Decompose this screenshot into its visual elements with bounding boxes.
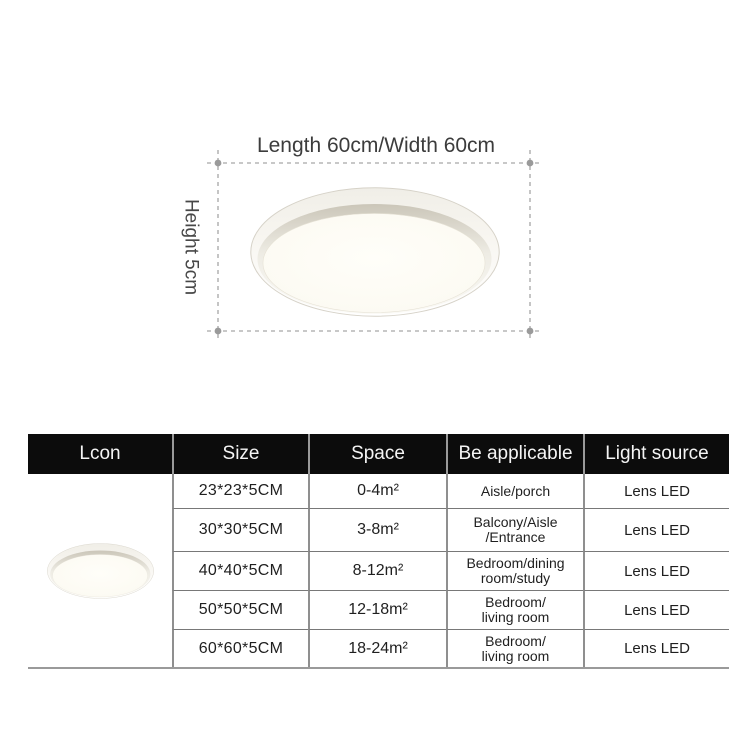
spec-table-header: Lcon Size Space Be applicable Light sour…: [28, 434, 729, 474]
table-cell-light: Lens LED: [583, 509, 729, 552]
table-cell-light: Lens LED: [583, 630, 729, 667]
ceiling-lamp-icon: [47, 543, 154, 599]
spec-table-body: 23*23*5CM 0-4m² Aisle/porch Lens LED 30*…: [28, 474, 729, 669]
header-light-source: Light source: [583, 434, 729, 474]
table-cell-applicable: Aisle/porch: [446, 474, 583, 509]
dimension-diagram: Length 60cm/Width 60cm Height 5cm: [181, 134, 542, 341]
table-cell-space: 0-4m²: [308, 474, 446, 509]
table-cell-space: 12-18m²: [308, 591, 446, 630]
table-cell-size: 30*30*5CM: [172, 509, 308, 552]
table-cell-applicable: Bedroom/ living room: [446, 591, 583, 630]
spec-table: Lcon Size Space Be applicable Light sour…: [28, 434, 729, 669]
table-cell-applicable: Bedroom/ living room: [446, 630, 583, 667]
table-cell-light: Lens LED: [583, 591, 729, 630]
table-cell-size: 40*40*5CM: [172, 552, 308, 591]
ceiling-lamp-image: [250, 187, 500, 317]
table-cell-space: 18-24m²: [308, 630, 446, 667]
table-cell-space: 3-8m²: [308, 509, 446, 552]
table-cell-light: Lens LED: [583, 474, 729, 509]
icon-cell: [28, 474, 172, 667]
table-cell-size: 60*60*5CM: [172, 630, 308, 667]
corner-markers: [214, 159, 534, 335]
table-cell-size: 23*23*5CM: [172, 474, 308, 509]
table-cell-space: 8-12m²: [308, 552, 446, 591]
header-size: Size: [172, 434, 308, 474]
table-cell-applicable: Balcony/Aisle /Entrance: [446, 509, 583, 552]
table-cell-light: Lens LED: [583, 552, 729, 591]
header-icon: Lcon: [79, 443, 121, 464]
header-space: Space: [308, 434, 446, 474]
height-label: Height 5cm: [181, 199, 202, 295]
length-width-label: Length 60cm/Width 60cm: [257, 134, 495, 157]
table-cell-size: 50*50*5CM: [172, 591, 308, 630]
header-applicable: Be applicable: [446, 434, 583, 474]
table-cell-applicable: Bedroom/dining room/study: [446, 552, 583, 591]
